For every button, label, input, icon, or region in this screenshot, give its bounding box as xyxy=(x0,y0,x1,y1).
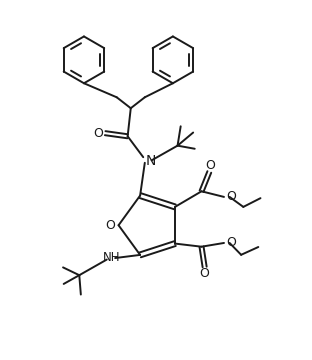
Text: O: O xyxy=(226,237,236,249)
Text: O: O xyxy=(200,267,210,280)
Text: O: O xyxy=(205,159,215,172)
Text: O: O xyxy=(226,190,236,203)
Text: O: O xyxy=(105,219,115,232)
Text: O: O xyxy=(93,127,103,140)
Text: N: N xyxy=(145,154,156,168)
Text: NH: NH xyxy=(103,251,121,264)
